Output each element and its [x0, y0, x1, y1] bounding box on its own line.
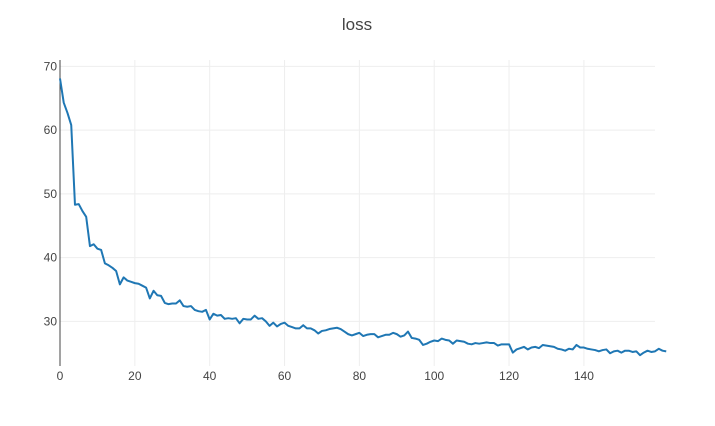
loss-series-line — [59, 78, 667, 357]
y-tick-label: 60 — [44, 123, 58, 137]
y-tick-label: 50 — [44, 187, 58, 201]
x-tick-label: 60 — [278, 369, 292, 383]
series-layer — [59, 78, 667, 357]
x-tick-label: 20 — [128, 369, 142, 383]
chart-title: loss — [342, 15, 372, 34]
x-tick-label: 120 — [499, 369, 519, 383]
x-tick-label: 80 — [353, 369, 367, 383]
x-tick-label: 40 — [203, 369, 217, 383]
grid-layer — [60, 60, 655, 366]
y-tick-label: 40 — [44, 251, 58, 265]
x-tick-label: 0 — [57, 369, 64, 383]
tick-labels: 0 20 40 60 80 100 120 140 30 40 50 60 70 — [44, 59, 595, 383]
x-tick-label: 100 — [424, 369, 444, 383]
y-tick-label: 70 — [44, 59, 58, 73]
y-tick-label: 30 — [44, 314, 58, 328]
x-tick-label: 140 — [574, 369, 594, 383]
